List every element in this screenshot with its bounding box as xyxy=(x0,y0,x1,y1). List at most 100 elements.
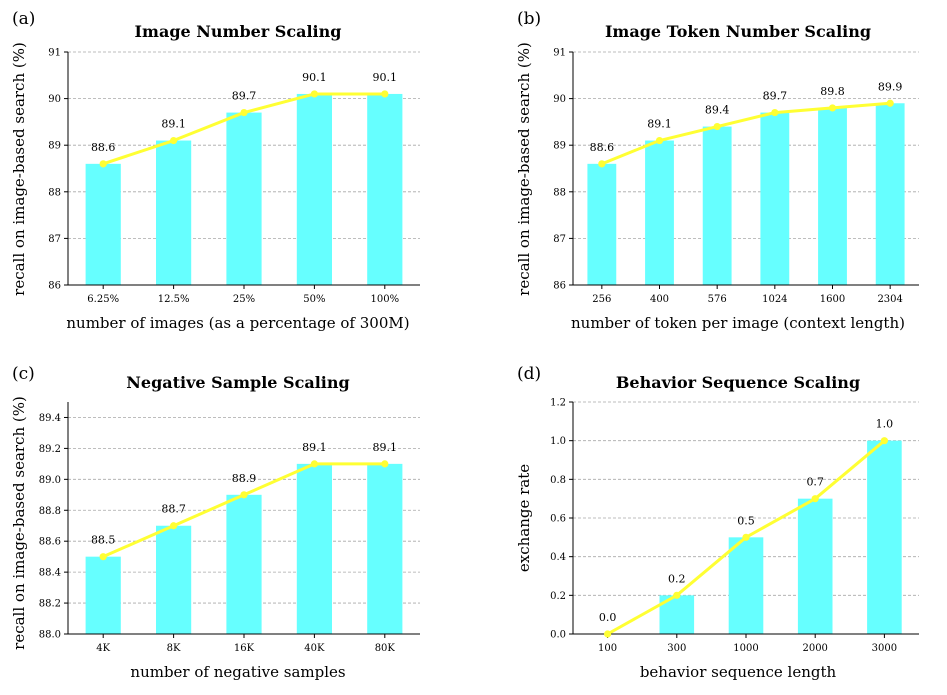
panel-c-y-tick-label: 88.4 xyxy=(39,568,61,579)
panel-c-x-tick-label: 16K xyxy=(234,643,255,654)
panel-a-bar xyxy=(156,140,192,285)
panel-c-y-axis-label: recall on image-based search (%) xyxy=(10,396,28,650)
panel-a-data-label: 88.6 xyxy=(91,141,116,154)
panel-a-x-tick-label: 100% xyxy=(371,294,400,305)
panel-c-label: (c) xyxy=(12,364,35,384)
panel-a-trend-point xyxy=(381,90,389,98)
panel-b-bar xyxy=(587,163,617,285)
panel-b-x-tick-label: 1600 xyxy=(820,294,845,305)
panel-d-title: Behavior Sequence Scaling xyxy=(616,373,860,392)
panel-c-data-label: 88.5 xyxy=(91,534,116,547)
panel-b-bar xyxy=(818,107,847,285)
panel-d-x-tick-label: 300 xyxy=(667,643,686,654)
panel-d-data-label: 0.7 xyxy=(806,476,824,489)
panel-b-y-tick-label: 88 xyxy=(553,187,566,198)
panel-a-plot: 86 87 88 89 90 91 6.25% 12.5% 25% 50% 100% 88.6 89.1… xyxy=(48,48,420,305)
panel-a-label: (a) xyxy=(12,9,35,29)
panel-b-data-label: 88.6 xyxy=(590,141,615,154)
panel-a-data-label: 90.1 xyxy=(373,71,398,84)
panel-d-trend-point xyxy=(604,630,612,638)
panel-c-bar xyxy=(226,494,262,634)
panel-b-trend-point xyxy=(655,136,664,145)
panel-b-trend-point xyxy=(771,108,779,117)
panel-c-plot: 88.0 88.2 88.4 88.6 88.8 89.0 89.2 89.4 4K 8K 16K 4… xyxy=(39,402,420,654)
panel-a-trend-point xyxy=(170,136,178,145)
panel-b-y-tick-label: 91 xyxy=(553,48,566,59)
panel-c-y-tick-label: 89.0 xyxy=(39,475,61,486)
panel-d-data-label: 0.5 xyxy=(737,514,755,527)
panel-b-x-axis-label: number of token per image (context lengt… xyxy=(571,314,905,332)
panel-a-y-tick-label: 89 xyxy=(48,141,61,152)
panel-b-bar xyxy=(702,126,732,285)
panel-d-x-axis-label: behavior sequence length xyxy=(640,663,837,681)
panel-b-y-tick-label: 89 xyxy=(553,141,566,152)
panel-c-data-label: 89.1 xyxy=(302,441,327,454)
panel-a-x-tick-label: 50% xyxy=(303,294,325,305)
panel-c-data-label: 88.7 xyxy=(161,503,186,516)
panel-d-y-axis-label: exchange rate xyxy=(515,464,533,572)
panel-c-x-tick-label: 8K xyxy=(167,643,181,654)
panel-a-bar xyxy=(367,93,403,285)
panel-c-trend-point xyxy=(240,491,248,499)
panel-a-data-label: 90.1 xyxy=(302,71,327,84)
panel-c-trend-point xyxy=(381,460,389,468)
panel-a-y-tick-label: 86 xyxy=(48,281,61,292)
panel-c-trend-point xyxy=(99,553,107,561)
panel-b-data-label: 89.7 xyxy=(763,90,788,103)
panel-a-trend-point xyxy=(310,90,318,98)
panel-d-y-tick-label: 0.6 xyxy=(550,514,566,525)
panel-c-x-tick-label: 4K xyxy=(96,643,110,654)
panel-a-y-tick-label: 90 xyxy=(48,94,61,105)
panel-a-x-tick-label: 12.5% xyxy=(158,294,190,305)
panel-a-trend-point xyxy=(240,108,248,117)
panel-d-y-tick-label: 0.8 xyxy=(550,475,566,486)
panel-b-y-tick-label: 86 xyxy=(553,281,566,292)
panel-d-y-tick-label: 0.0 xyxy=(550,630,566,641)
panel-d-trend-point xyxy=(673,591,681,599)
panel-a-x-axis-label: number of images (as a percentage of 300… xyxy=(66,314,409,332)
panel-b-bar xyxy=(645,140,674,285)
panel-d-label: (d) xyxy=(517,364,541,384)
panel-d-trend-point xyxy=(880,437,888,445)
panel-d-x-tick-label: 1000 xyxy=(733,643,758,654)
panel-a-bar xyxy=(296,93,332,285)
panel-b-x-tick-label: 256 xyxy=(592,294,611,305)
panel-d-y-tick-label: 1.0 xyxy=(550,436,566,447)
panel-d-data-label: 0.2 xyxy=(668,572,686,585)
panel-b-bar xyxy=(760,112,790,285)
panel-c-y-tick-label: 88.8 xyxy=(39,506,61,517)
panel-b-trend-point xyxy=(828,104,837,112)
panel-d-x-tick-label: 3000 xyxy=(872,643,897,654)
panel-a-y-tick-label: 87 xyxy=(48,234,61,245)
panel-c-x-tick-label: 80K xyxy=(375,643,396,654)
panel-d-data-label: 1.0 xyxy=(876,418,894,431)
panel-d: (d) Behavior Sequence Scaling behavior s… xyxy=(515,364,919,681)
panel-a-bar xyxy=(85,163,121,285)
panel-b-data-label: 89.1 xyxy=(647,118,672,131)
panel-b-label: (b) xyxy=(517,9,541,29)
panel-a-y-tick-label: 88 xyxy=(48,187,61,198)
panel-d-x-tick-label: 100 xyxy=(598,643,617,654)
panel-c-x-tick-label: 40K xyxy=(304,643,325,654)
panel-a-y-axis-label: recall on image-based search (%) xyxy=(10,42,28,296)
panel-b-x-tick-label: 400 xyxy=(650,294,669,305)
panel-a: (a) Image Number Scaling number of image… xyxy=(10,9,420,332)
panel-d-plot: 0.0 0.2 0.4 0.6 0.8 1.0 1.2 100 300 1000 2000 3000 0… xyxy=(550,398,919,654)
panel-a-x-tick-label: 6.25% xyxy=(87,294,119,305)
panel-d-y-tick-label: 1.2 xyxy=(550,398,566,409)
panel-a-title: Image Number Scaling xyxy=(135,22,342,41)
panel-b-trend-line xyxy=(600,101,892,166)
panel-b-x-tick-label: 576 xyxy=(708,294,727,305)
panel-b-trend-point xyxy=(886,99,894,107)
panel-c-y-tick-label: 89.2 xyxy=(39,444,61,455)
panel-b-bar xyxy=(875,103,905,285)
panel-c-data-label: 89.1 xyxy=(373,441,398,454)
panel-c-data-label: 88.9 xyxy=(232,472,257,485)
panel-a-trend-point xyxy=(99,160,107,168)
panel-b-x-tick-label: 1024 xyxy=(762,294,787,305)
panel-b-title: Image Token Number Scaling xyxy=(605,22,871,41)
panel-c-bar xyxy=(156,525,192,634)
panel-d-x-tick-label: 2000 xyxy=(802,643,827,654)
panel-a-data-label: 89.1 xyxy=(161,118,186,131)
panel-b-trend-point xyxy=(713,122,721,131)
